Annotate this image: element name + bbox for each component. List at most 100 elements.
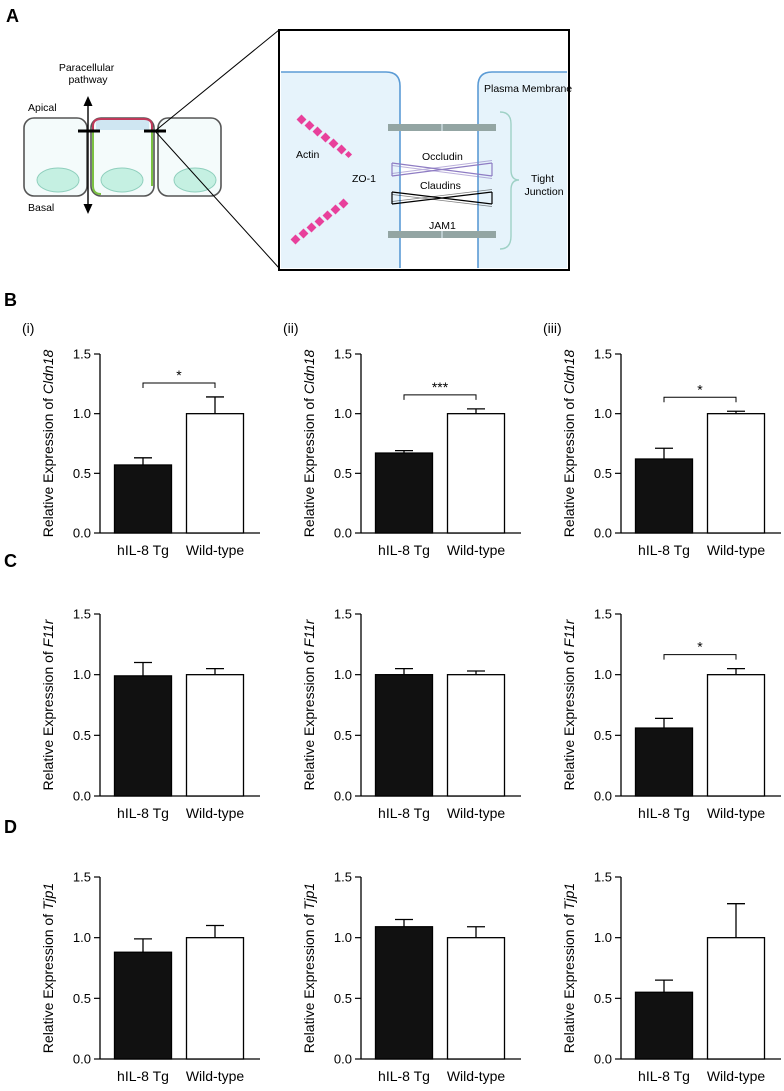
red-membrane-top (92, 118, 153, 130)
paracellular-pathway-label: Paracellular pathway (59, 62, 117, 86)
chart-tjp1-iii: 0.0 0.5 1.0 1.5 Relative Expression of Tjp1 h… (561, 870, 781, 1084)
category-label: hIL-8 Tg (378, 1068, 430, 1084)
zoom-membrane-left (281, 71, 401, 268)
y-tick-label: 0.0 (73, 526, 91, 541)
zoom-cell-left (281, 72, 400, 268)
y-tick-label: 1.5 (73, 347, 91, 362)
y-tick-label: 1.5 (73, 607, 91, 622)
chart-f11r-i: 0.0 0.5 1.0 1.5 Relative Expression of F11r h… (40, 607, 260, 821)
y-axis-title-prefix: Relative Expression of (561, 394, 577, 537)
y-tick-label: 0.0 (334, 1052, 352, 1067)
category-label: Wild-type (707, 805, 766, 821)
bar (634, 727, 694, 797)
y-tick-label: 0.5 (73, 466, 91, 481)
apical-highlight (96, 119, 149, 130)
y-tick-label: 1.5 (594, 607, 612, 622)
subpanel-label-i: (i) (22, 320, 34, 336)
y-axis-title: Relative Expression of Tjp1 (40, 883, 56, 1053)
bar (374, 926, 434, 1060)
panel-a: A Paracellular pathway Apical Basal (6, 6, 572, 271)
category-label: hIL-8 Tg (378, 542, 430, 558)
significance-bracket (663, 654, 737, 660)
y-axis-title-gene: Cldn18 (561, 350, 577, 395)
nucleus-left (36, 167, 80, 193)
bar (374, 452, 434, 534)
significance-label: * (697, 381, 703, 397)
y-axis-title: Relative Expression of Tjp1 (561, 883, 577, 1053)
y-axis-title-gene: Tjp1 (40, 883, 56, 910)
chart-tjp1-ii: 0.0 0.5 1.0 1.5 Relative Expression of Tjp1 h… (301, 870, 521, 1084)
y-axis-title-prefix: Relative Expression of (301, 394, 317, 537)
y-axis-title: Relative Expression of F11r (561, 618, 577, 790)
nucleus-right (173, 167, 217, 193)
chart-cldn18-i: 0.0 0.5 1.0 1.5 Relative Expression of Cldn1… (40, 347, 260, 558)
y-tick-label: 1.5 (73, 870, 91, 885)
y-axis-title: Relative Expression of Tjp1 (301, 883, 317, 1053)
category-label: hIL-8 Tg (638, 1068, 690, 1084)
y-axis-title-prefix: Relative Expression of (301, 647, 317, 790)
category-label: Wild-type (186, 542, 245, 558)
subpanel-label-iii: (iii) (543, 320, 562, 336)
occludin-shape-inner (391, 160, 493, 179)
chart-cldn18-iii: 0.0 0.5 1.0 1.5 Relative Expression of Cldn1… (561, 347, 781, 558)
green-membrane-left (92, 132, 102, 195)
bar (634, 458, 694, 534)
tight-junction-line-1: Tight (531, 173, 554, 185)
y-tick-label: 1.0 (73, 406, 91, 421)
y-tick-label: 0.0 (73, 789, 91, 804)
y-axis-title: Relative Expression of F11r (40, 618, 56, 790)
y-tick-label: 0.5 (334, 728, 352, 743)
bar (113, 951, 173, 1060)
chart-f11r-ii: 0.0 0.5 1.0 1.5 Relative Expression of F11r h… (301, 607, 521, 821)
y-tick-label: 1.0 (334, 406, 352, 421)
actin-label: Actin (296, 149, 320, 161)
panel-letter-a: A (6, 6, 19, 26)
y-axis-title-prefix: Relative Expression of (561, 647, 577, 790)
y-tick-label: 1.0 (73, 667, 91, 682)
y-tick-label: 1.5 (334, 870, 352, 885)
y-tick-label: 0.5 (334, 466, 352, 481)
arrow-head-down (83, 204, 93, 214)
zoom-membrane-right (477, 71, 567, 268)
bar (706, 937, 766, 1060)
paracellular-pathway-line-2: pathway (68, 74, 108, 86)
panel-letter-d: D (4, 817, 17, 837)
bar (706, 413, 766, 534)
y-axis-title-prefix: Relative Expression of (40, 647, 56, 790)
bar (446, 413, 506, 534)
category-label: Wild-type (186, 805, 245, 821)
y-tick-label: 1.0 (334, 930, 352, 945)
y-tick-label: 0.5 (594, 466, 612, 481)
significance-label: * (697, 639, 703, 655)
y-tick-label: 1.5 (334, 347, 352, 362)
category-label: hIL-8 Tg (117, 542, 169, 558)
y-tick-label: 0.0 (594, 526, 612, 541)
tight-junction-brace (499, 111, 520, 250)
panel-letter-c: C (4, 551, 17, 571)
bar (446, 674, 506, 797)
actin-filament-bottom (290, 198, 349, 245)
subpanel-label-ii: (ii) (283, 320, 299, 336)
chart-f11r-iii: 0.0 0.5 1.0 1.5 Relative Expression of F11r h… (561, 607, 781, 821)
y-tick-label: 0.0 (594, 1052, 612, 1067)
occludin-label: Occludin (422, 151, 463, 163)
bar (706, 674, 766, 797)
bar (185, 413, 245, 534)
y-axis-title: Relative Expression of F11r (301, 618, 317, 790)
category-label: hIL-8 Tg (117, 1068, 169, 1084)
y-tick-label: 1.5 (334, 607, 352, 622)
y-axis-title-gene: F11r (301, 618, 317, 647)
y-axis-title-prefix: Relative Expression of (301, 910, 317, 1053)
significance-label: *** (432, 379, 449, 395)
y-tick-label: 0.5 (73, 991, 91, 1006)
bar (374, 674, 434, 797)
category-label: Wild-type (707, 1068, 766, 1084)
zo1-label: ZO-1 (352, 173, 376, 185)
zoom-line-bottom (154, 130, 280, 269)
plasma-membrane-label: Plasma Membrane (484, 83, 572, 95)
significance-label: * (176, 367, 182, 383)
significance-bracket (663, 396, 737, 403)
category-label: hIL-8 Tg (117, 805, 169, 821)
bar (634, 991, 694, 1060)
y-axis-title-prefix: Relative Expression of (40, 910, 56, 1053)
